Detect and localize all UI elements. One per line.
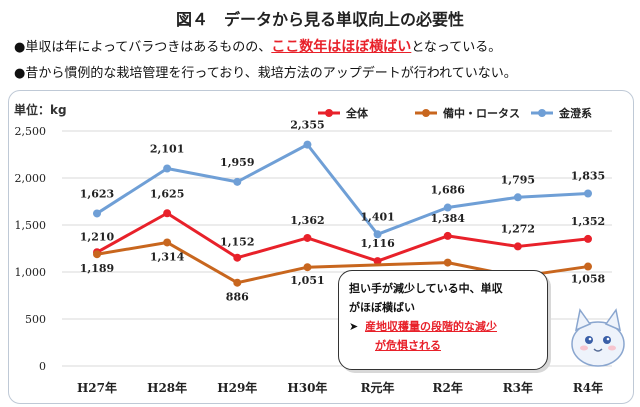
x-tick-label: R元年 bbox=[361, 380, 395, 395]
data-point bbox=[373, 230, 382, 239]
data-label: 1,152 bbox=[220, 236, 254, 249]
data-label: 1,625 bbox=[150, 187, 184, 200]
data-point bbox=[303, 263, 312, 272]
arrow-icon: ➤ bbox=[349, 320, 359, 333]
y-tick-label: 1,500 bbox=[15, 219, 47, 232]
data-point bbox=[233, 253, 242, 262]
data-label: 1,210 bbox=[80, 230, 115, 243]
legend-marker bbox=[538, 109, 546, 117]
y-tick-label: 500 bbox=[25, 313, 46, 326]
x-tick-label: R3年 bbox=[503, 380, 533, 395]
data-label: 1,795 bbox=[501, 173, 535, 186]
data-label: 1,959 bbox=[220, 156, 254, 169]
series-line-2 bbox=[96, 143, 589, 236]
legend-marker bbox=[325, 109, 333, 117]
x-tick-label: H27年 bbox=[77, 380, 117, 395]
page-title: 図４ データから見る単収向上の必要性 bbox=[175, 10, 464, 29]
bullet-1: ●単収は年によってバラつきはあるものの、ここ数年はほぼ横ばいとなっている。 bbox=[14, 36, 501, 56]
data-point bbox=[233, 278, 242, 287]
data-point bbox=[163, 238, 172, 247]
data-label: 1,362 bbox=[290, 214, 324, 227]
data-point bbox=[163, 209, 172, 218]
data-label: 1,623 bbox=[80, 187, 114, 200]
data-label: 1,835 bbox=[571, 170, 605, 183]
data-point bbox=[584, 234, 592, 243]
legend-entry: 金澄系 bbox=[558, 106, 592, 120]
data-label: 1,189 bbox=[80, 262, 114, 275]
data-label: 1,058 bbox=[571, 273, 606, 286]
annotation-line-4: が危惧される bbox=[349, 336, 537, 355]
data-label: 1,272 bbox=[501, 222, 535, 235]
data-point bbox=[443, 258, 452, 267]
data-point bbox=[303, 140, 312, 149]
annotation-line-3: ➤ 産地収穫量の段階的な減少 bbox=[349, 317, 537, 336]
data-point bbox=[163, 164, 172, 173]
y-axis-label: 単位：kg bbox=[14, 102, 67, 117]
y-tick-label: 2,500 bbox=[15, 125, 47, 138]
annotation-emphasis-2: が危惧される bbox=[375, 339, 441, 352]
data-label: 886 bbox=[226, 291, 249, 304]
annotation-emphasis-1: 産地収穫量の段階的な減少 bbox=[365, 320, 497, 333]
bullet-1-highlight: ここ数年はほぼ横ばい bbox=[271, 39, 412, 55]
x-tick-label: R4年 bbox=[573, 380, 603, 395]
x-tick-label: H28年 bbox=[147, 380, 187, 395]
x-tick-label: R2年 bbox=[433, 380, 463, 395]
data-label: 2,101 bbox=[150, 143, 184, 156]
data-point bbox=[443, 231, 452, 240]
data-point bbox=[303, 233, 312, 242]
data-point bbox=[373, 257, 382, 266]
data-point bbox=[584, 189, 592, 198]
series-line-0 bbox=[96, 211, 589, 263]
data-point bbox=[93, 209, 101, 218]
cat-mascot-icon bbox=[571, 308, 625, 367]
data-label: 1,401 bbox=[360, 210, 394, 223]
data-label: 1,384 bbox=[430, 212, 465, 225]
y-tick-label: 1,000 bbox=[15, 266, 47, 279]
legend-entry: 全体 bbox=[345, 106, 369, 120]
annotation-line-2: がほぼ横ばい bbox=[349, 301, 415, 314]
x-tick-label: H29年 bbox=[217, 380, 257, 395]
legend-entry: 備中・ロータス bbox=[443, 106, 520, 120]
bullet-1-suffix: となっている。 bbox=[411, 40, 502, 55]
y-tick-label: 0 bbox=[39, 360, 46, 373]
legend-marker bbox=[422, 109, 430, 117]
data-point bbox=[443, 203, 452, 212]
data-label: 1,314 bbox=[150, 250, 185, 263]
bullet-2: ●昔から慣例的な栽培管理を行っており、栽培方法のアップデートが行われていない。 bbox=[14, 66, 517, 81]
data-label: 1,686 bbox=[430, 184, 465, 197]
data-point bbox=[584, 262, 592, 271]
data-point bbox=[233, 177, 242, 186]
annotation-box: 担い手が減少している中、単収 がほぼ横ばい ➤ 産地収穫量の段階的な減少 が危惧さ… bbox=[338, 270, 548, 370]
data-label: 1,116 bbox=[360, 237, 395, 250]
data-label: 1,051 bbox=[290, 274, 324, 287]
bullet-1-prefix: ●単収は年によってバラつきはあるものの、 bbox=[14, 40, 272, 55]
x-tick-label: H30年 bbox=[287, 380, 327, 395]
data-point bbox=[93, 250, 101, 259]
annotation-line-1: 担い手が減少している中、単収 bbox=[349, 282, 503, 295]
data-label: 2,355 bbox=[290, 119, 324, 132]
y-tick-label: 2,000 bbox=[15, 172, 47, 185]
data-point bbox=[513, 193, 522, 202]
data-point bbox=[513, 242, 522, 251]
data-label: 1,352 bbox=[571, 215, 605, 228]
